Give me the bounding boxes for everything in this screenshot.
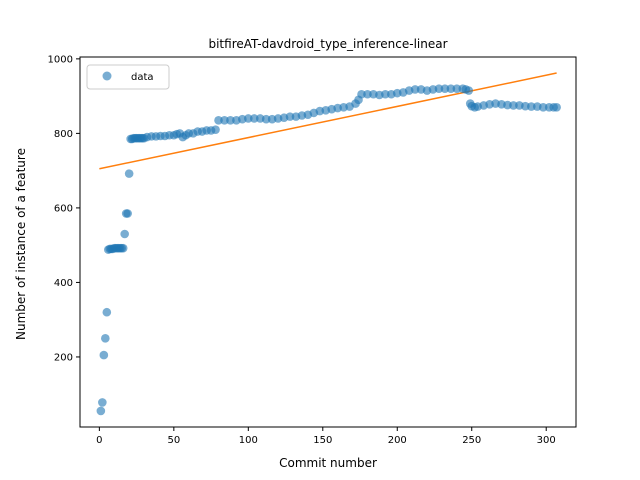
data-point xyxy=(464,86,474,95)
data-point xyxy=(261,114,271,124)
data-point xyxy=(357,89,366,99)
data-point xyxy=(96,406,106,416)
data-point xyxy=(124,169,134,178)
data-point xyxy=(446,84,456,93)
data-point xyxy=(552,103,561,112)
data-point xyxy=(434,84,444,93)
data-point xyxy=(285,112,295,121)
x-tick-label: 0 xyxy=(96,435,102,446)
data-point xyxy=(118,243,128,253)
data-point xyxy=(249,114,259,123)
fit-line xyxy=(99,72,557,170)
data-point xyxy=(211,125,220,134)
legend-label-data: data xyxy=(131,72,154,83)
data-point xyxy=(220,116,229,125)
x-tick-label: 150 xyxy=(313,435,332,446)
data-point xyxy=(452,84,462,93)
y-axis-title: Number of instance of a feature xyxy=(14,148,28,340)
y-tick-label: 400 xyxy=(54,278,73,289)
data-point xyxy=(226,116,235,125)
x-tick-label: 50 xyxy=(167,435,180,446)
y-tick-label: 800 xyxy=(54,129,73,140)
legend-marker xyxy=(102,71,112,81)
data-point xyxy=(244,114,253,123)
legend-box xyxy=(86,64,170,90)
data-point xyxy=(98,398,107,407)
data-points-layer xyxy=(96,84,561,416)
x-tick-label: 200 xyxy=(388,435,407,446)
data-point xyxy=(527,102,536,111)
tick-layer: 0 50 100 150 200 250 300 200 400 600 800 1000 xyxy=(48,54,556,446)
data-point xyxy=(410,85,420,94)
data-point xyxy=(120,229,129,239)
x-tick-label: 100 xyxy=(239,435,258,446)
data-point xyxy=(509,101,518,110)
x-tick-label: 250 xyxy=(462,435,481,446)
data-point xyxy=(381,89,390,99)
x-tick-label: 300 xyxy=(537,435,556,446)
data-point xyxy=(123,209,132,218)
legend: data xyxy=(86,64,170,90)
fit-line-layer xyxy=(99,72,557,170)
data-point xyxy=(538,103,548,112)
chart-title: bitfireAT-davdroid_type_inference-linear xyxy=(208,37,447,51)
data-point xyxy=(99,350,109,360)
x-axis-title: Commit number xyxy=(279,456,377,470)
data-point xyxy=(363,89,372,99)
data-point xyxy=(214,116,223,125)
y-tick-label: 200 xyxy=(54,352,73,363)
y-tick-label: 600 xyxy=(54,203,73,214)
data-point xyxy=(440,84,450,93)
data-point xyxy=(102,307,112,317)
data-point xyxy=(101,334,110,343)
axes xyxy=(79,56,577,428)
y-tick-label: 1000 xyxy=(48,54,73,65)
axes-frame xyxy=(79,56,577,428)
